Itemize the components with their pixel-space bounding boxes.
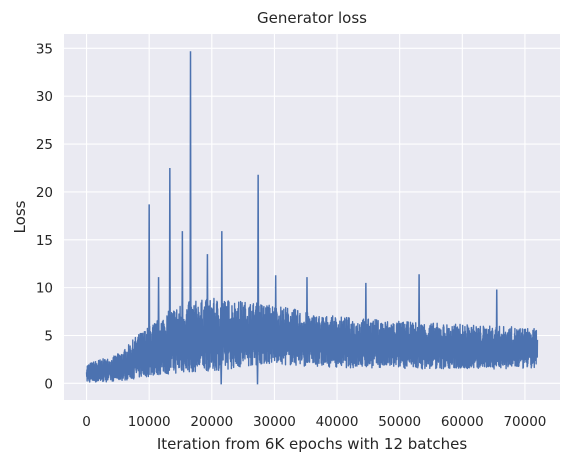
loss-spike [274,275,277,337]
loss-line [85,297,539,383]
y-tick-label: 5 [44,328,53,344]
loss-dip [220,360,223,385]
y-tick-label: 10 [36,281,53,297]
x-tick-label: 50000 [378,414,421,430]
x-tick-label: 20000 [190,414,233,430]
y-tick-label: 15 [36,233,53,249]
y-tick-label: 30 [36,89,53,105]
x-tick-labels: 0 10000 20000 30000 40000 50000 60000 70000 [82,414,546,430]
loss-spike [257,174,260,335]
loss-spike [305,277,309,341]
loss-spike [220,231,223,333]
x-tick-label: 40000 [316,414,359,430]
loss-spike [417,274,421,347]
x-tick-label: 10000 [128,414,171,430]
x-tick-label: 60000 [441,414,484,430]
loss-spike [148,204,151,349]
loss-spike [157,277,160,345]
loss-spike [189,51,192,335]
y-tick-label: 0 [44,376,53,392]
y-axis-label: Loss [11,200,29,233]
loss-spike [168,167,171,340]
y-tick-label: 25 [36,137,53,153]
y-tick-labels: 0 5 10 15 20 25 30 35 [36,41,53,392]
loss-spike [181,231,184,336]
y-tick-label: 35 [36,41,53,57]
x-tick-label: 30000 [253,414,296,430]
loss-dip [256,355,259,385]
series-layer [85,51,539,385]
loss-spike [495,289,498,349]
loss-spike [364,282,367,345]
y-tick-label: 20 [36,185,53,201]
x-tick-label: 0 [82,414,91,430]
loss-spike [206,254,209,333]
chart-title: Generator loss [257,9,367,27]
x-tick-label: 70000 [503,414,546,430]
x-axis-label: Iteration from 6K epochs with 12 batches [157,435,468,453]
